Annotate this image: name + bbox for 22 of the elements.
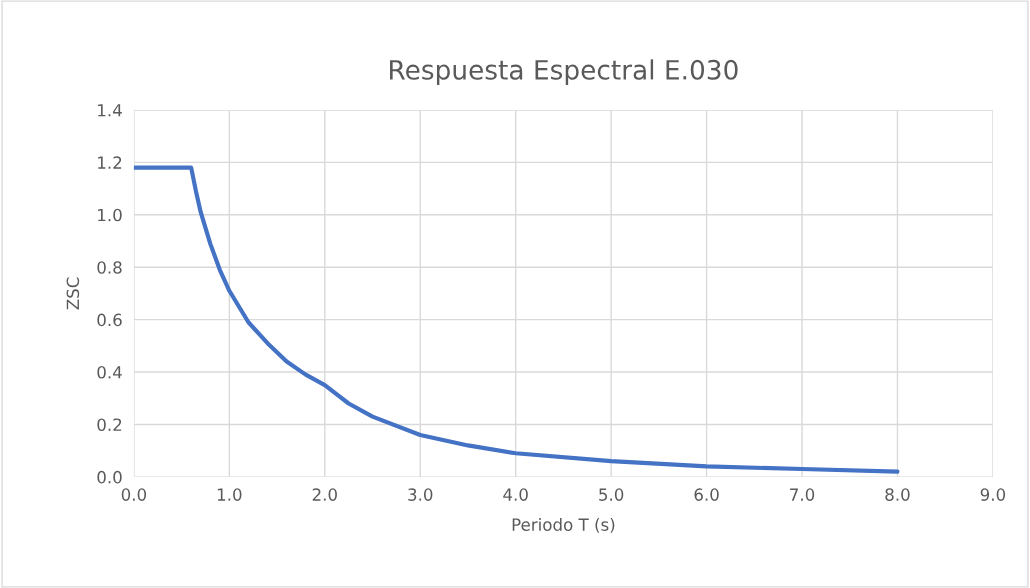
x-tick-label: 1.0 [217,488,242,501]
x-tick-label: 5.0 [599,488,624,501]
x-tick-label: 4.0 [503,488,528,501]
x-axis-title: Periodo T (s) [512,518,615,533]
y-tick-label: 0.6 [97,313,122,327]
y-tick-label: 0.2 [97,418,122,432]
x-tick-label: 0.0 [121,488,147,501]
y-tick-label: 0.8 [97,261,122,274]
chart-title: Respuesta Espectral E.030 [390,59,738,85]
x-tick-label: 3.0 [408,488,433,501]
x-tick-label: 2.0 [312,488,337,501]
y-axis-title: ZSC [66,277,80,310]
y-tick-label: 0.4 [97,366,122,379]
x-tick-label: 8.0 [885,488,910,501]
line-series [133,165,900,474]
y-tick-label: 0.0 [97,470,122,484]
y-tick-label: 1.0 [98,208,122,222]
x-tick-label: 6.0 [694,488,719,501]
y-tick-label: 1.4 [98,104,122,117]
x-tick-label: 9.0 [980,488,1006,501]
y-tick-label: 1.2 [98,156,122,169]
x-tick-label: 7.0 [790,488,815,501]
